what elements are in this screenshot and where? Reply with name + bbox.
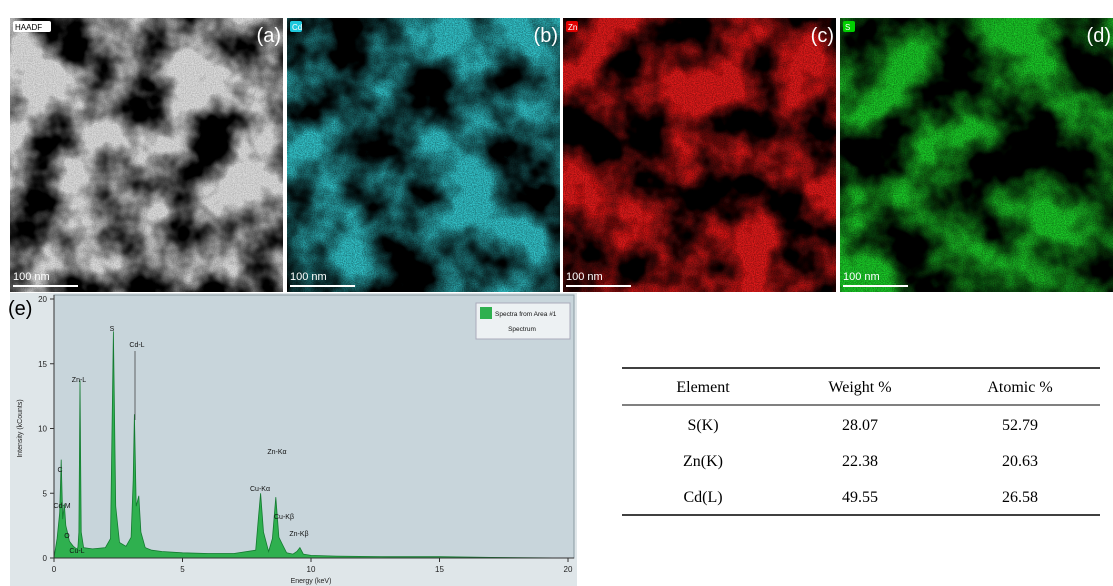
- map-grain: [840, 18, 1113, 292]
- table-cell: 49.55: [842, 489, 878, 506]
- x-tick-label: 20: [564, 565, 573, 574]
- figure: HAADF (a) 100 nm Cd (b) 100 nm Zn (c) 100 nm S (d)…: [0, 0, 1113, 586]
- scale-label: 100 nm: [13, 271, 50, 283]
- map-grain: [10, 18, 283, 292]
- map-panel: S (d) 100 nm: [840, 18, 1113, 292]
- y-tick-label: 20: [38, 295, 47, 304]
- map-grain: [287, 18, 560, 292]
- tag-label: Cd: [292, 23, 302, 32]
- table-cell: 28.07: [842, 417, 878, 434]
- y-tick-label: 15: [38, 360, 47, 369]
- table-header: Weight %: [828, 379, 891, 396]
- table-cell: Cd(L): [683, 489, 722, 506]
- table-cell: 20.63: [1002, 453, 1038, 470]
- peak-label: Zn-Kβ: [289, 531, 308, 538]
- legend-swatch: [480, 307, 492, 319]
- table-header: Element: [676, 379, 730, 396]
- panel-letter: (c): [811, 25, 834, 47]
- map-panel: Cd (b) 100 nm: [287, 18, 560, 292]
- peak-label: Cd-L: [129, 342, 144, 349]
- tag-label: S: [845, 23, 850, 32]
- peak-label: O: [64, 533, 70, 540]
- x-axis-label: Energy (keV): [291, 578, 332, 585]
- x-tick-label: 0: [52, 565, 57, 574]
- table-cell: 26.58: [1002, 489, 1038, 506]
- composition-table: Element Weight % Atomic % S(K) 28.07 52.79 Zn(…: [622, 368, 1100, 515]
- y-tick-label: 10: [38, 425, 47, 434]
- panel-letter: (b): [534, 25, 558, 47]
- peak-label: Cu-Kβ: [274, 514, 294, 521]
- peak-label: Cd-M: [53, 503, 70, 510]
- legend-entry: Spectrum: [508, 326, 536, 333]
- y-tick-label: 5: [43, 489, 48, 498]
- x-tick-label: 15: [435, 565, 444, 574]
- table-cell: S(K): [687, 417, 718, 434]
- peak-label: Cu-Kα: [250, 486, 270, 493]
- map-grain: [563, 18, 836, 292]
- table-cell: Zn(K): [683, 453, 723, 470]
- y-axis-label: Intensity (kCounts): [17, 399, 24, 457]
- panel-letter: (a): [257, 25, 281, 47]
- map-panel: Zn (c) 100 nm: [563, 18, 836, 292]
- peak-label: Cu-L: [69, 548, 84, 555]
- x-tick-label: 5: [180, 565, 185, 574]
- panel-row: HAADF (a) 100 nm Cd (b) 100 nm Zn (c) 100 nm S (d)…: [10, 18, 1113, 292]
- legend-title: Spectra from Area #1: [495, 311, 557, 318]
- panel-letter: (d): [1087, 25, 1111, 47]
- table-cell: 22.38: [842, 453, 878, 470]
- scale-label: 100 nm: [843, 271, 880, 283]
- peak-label: Zn-Kα: [267, 449, 286, 456]
- table-cell: 52.79: [1002, 417, 1038, 434]
- peak-label: Zn-L: [72, 377, 87, 384]
- tag-label: Zn: [568, 23, 577, 32]
- panel-letter: (e): [8, 298, 32, 320]
- tag-label: HAADF: [15, 23, 42, 32]
- peak-label: C: [57, 467, 62, 474]
- spectrum-chart: (e) 0 5 10 15 20 0 5 10 15 20 Energy (keV) Intensity…: [8, 293, 577, 586]
- page: HAADF (a) 100 nm Cd (b) 100 nm Zn (c) 100 nm S (d)…: [0, 0, 1113, 586]
- scale-label: 100 nm: [566, 271, 603, 283]
- map-panel: HAADF (a) 100 nm: [10, 18, 283, 292]
- table-header: Atomic %: [987, 379, 1052, 396]
- x-tick-label: 10: [307, 565, 316, 574]
- scale-label: 100 nm: [290, 271, 327, 283]
- y-tick-label: 0: [43, 554, 48, 563]
- peak-label: S: [110, 326, 115, 333]
